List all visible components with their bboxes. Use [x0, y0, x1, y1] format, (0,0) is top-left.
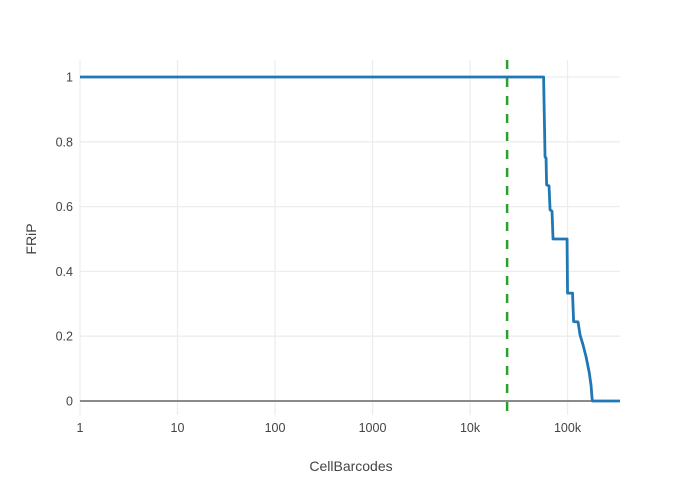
- y-gridlines: [80, 76, 620, 337]
- y-tick-label: 0.4: [56, 265, 73, 279]
- y-axis-tick-labels: 0 0.2 0.4 0.6 0.8 1: [56, 71, 73, 409]
- y-tick-label: 0: [66, 394, 73, 408]
- y-axis-title: FRiP: [23, 223, 39, 254]
- y-tick-label: 0.8: [56, 135, 73, 149]
- x-tick-label: 1000: [359, 421, 387, 435]
- x-gridlines: [79, 60, 569, 415]
- x-axis-title: CellBarcodes: [309, 458, 392, 474]
- y-tick-label: 1: [66, 71, 73, 85]
- y-tick-label: 0.6: [56, 200, 73, 214]
- x-tick-label: 100: [265, 421, 286, 435]
- x-tick-label: 1: [77, 421, 84, 435]
- x-tick-label: 10: [171, 421, 185, 435]
- x-axis-tick-labels: 1 10 100 1000 10k 100k: [77, 421, 582, 435]
- y-tick-label: 0.2: [56, 330, 73, 344]
- x-tick-label: 100k: [554, 421, 582, 435]
- x-tick-label: 10k: [460, 421, 481, 435]
- frip-curve: [80, 75, 620, 403]
